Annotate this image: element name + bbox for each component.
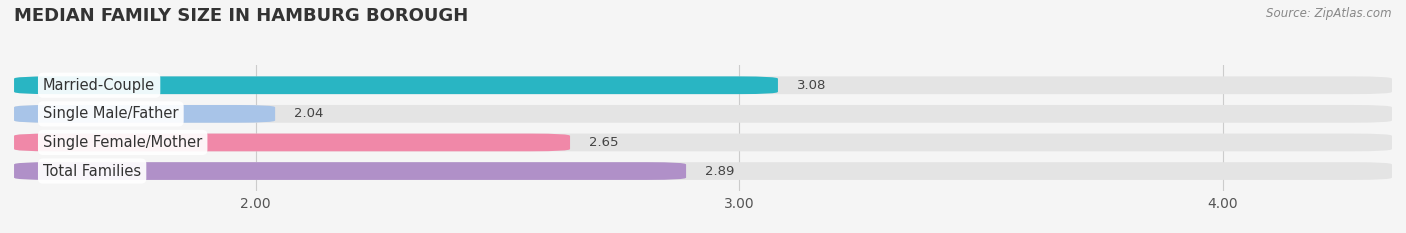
Text: Married-Couple: Married-Couple (44, 78, 155, 93)
Text: 2.89: 2.89 (706, 164, 735, 178)
Text: Single Male/Father: Single Male/Father (44, 106, 179, 121)
Text: Source: ZipAtlas.com: Source: ZipAtlas.com (1267, 7, 1392, 20)
FancyBboxPatch shape (14, 134, 569, 151)
Text: Single Female/Mother: Single Female/Mother (44, 135, 202, 150)
Text: 3.08: 3.08 (797, 79, 827, 92)
FancyBboxPatch shape (14, 105, 276, 123)
FancyBboxPatch shape (14, 162, 1392, 180)
FancyBboxPatch shape (14, 162, 686, 180)
FancyBboxPatch shape (14, 134, 1392, 151)
FancyBboxPatch shape (14, 105, 1392, 123)
Text: 2.04: 2.04 (294, 107, 323, 120)
FancyBboxPatch shape (14, 76, 1392, 94)
Text: MEDIAN FAMILY SIZE IN HAMBURG BOROUGH: MEDIAN FAMILY SIZE IN HAMBURG BOROUGH (14, 7, 468, 25)
FancyBboxPatch shape (14, 76, 778, 94)
Text: 2.65: 2.65 (589, 136, 619, 149)
Text: Total Families: Total Families (44, 164, 141, 178)
